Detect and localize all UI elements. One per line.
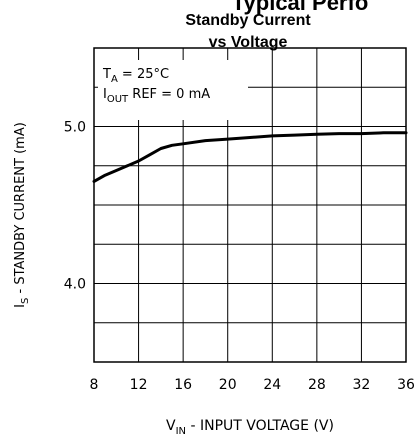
series-line <box>92 131 408 183</box>
chart-title: Standby Current <box>185 12 311 29</box>
y-axis-label: IS - STANDBY CURRENT (mA) <box>13 122 31 308</box>
annotation-box <box>98 60 248 120</box>
series-group <box>92 131 408 183</box>
x-tick-label: 28 <box>308 377 326 393</box>
x-tick-label: 36 <box>397 377 415 393</box>
plot-frame <box>93 47 407 363</box>
x-tick-label: 24 <box>263 377 281 393</box>
y-tick-label: 4.0 <box>64 277 86 293</box>
x-axis-label: VIN - INPUT VOLTAGE (V) <box>166 418 334 437</box>
y-tick-label: 5.0 <box>64 120 86 136</box>
annotation-temperature: TA = 25°C <box>102 67 169 85</box>
x-tick-label: 12 <box>130 377 148 393</box>
annotation-iout-ref: IOUT REF = 0 mA <box>103 87 210 105</box>
x-tick-label: 8 <box>90 377 99 393</box>
x-tick-label: 16 <box>174 377 192 393</box>
tick-labels: 8 12 16 20 24 28 32 36 4.0 5.0 <box>64 120 415 394</box>
chart-title-cut: Typical Perfo <box>232 0 369 15</box>
x-tick-label: 20 <box>219 377 237 393</box>
chart-subtitle: vs Voltage <box>209 34 288 51</box>
x-tick-label: 32 <box>353 377 371 393</box>
